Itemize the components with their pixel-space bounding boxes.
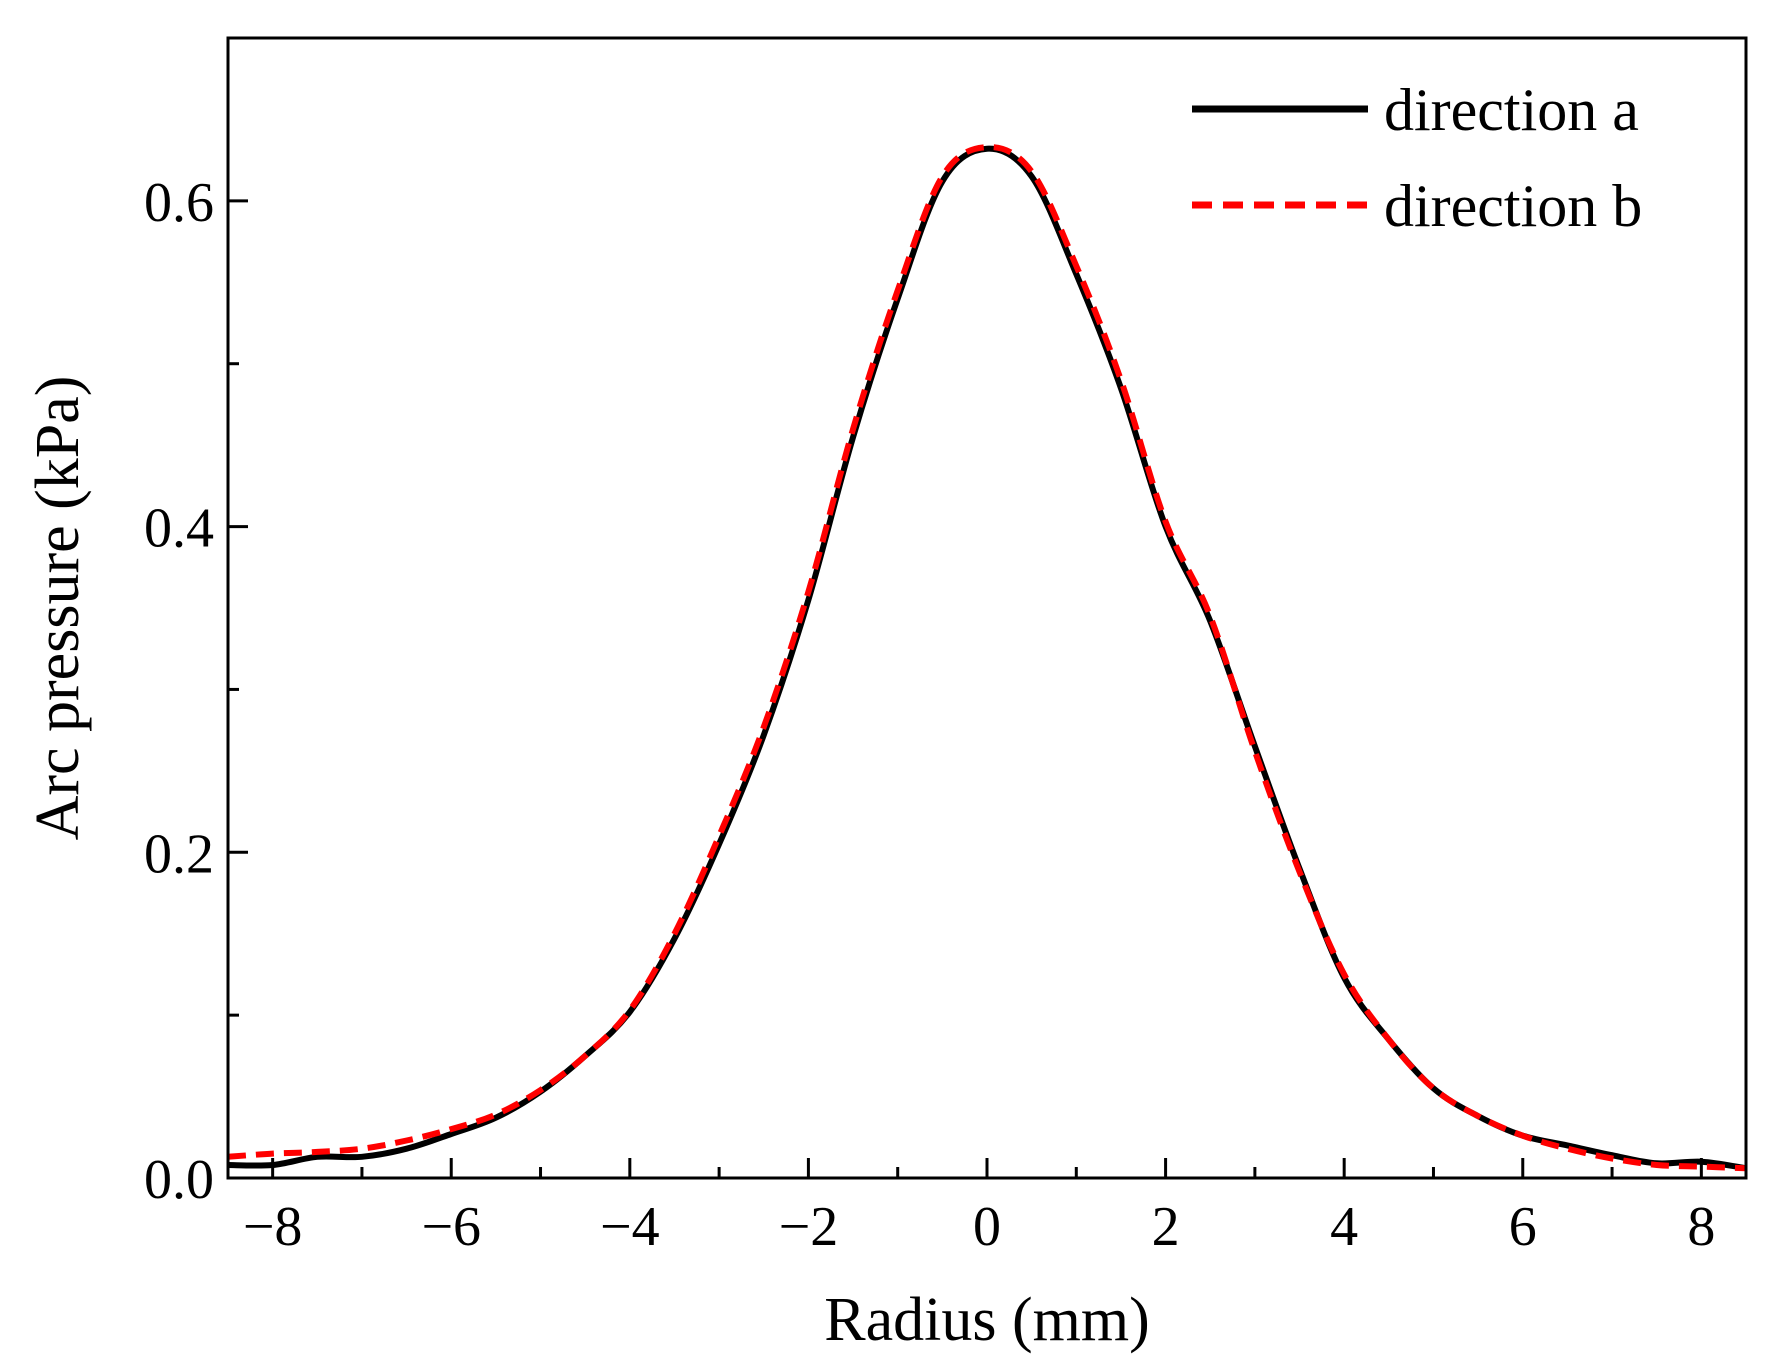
x-tick-label: 0 bbox=[973, 1196, 1001, 1258]
x-tick-label: −8 bbox=[243, 1196, 303, 1258]
y-axis-title: Arc pressure (kPa) bbox=[24, 376, 92, 841]
x-tick-label: 8 bbox=[1687, 1196, 1715, 1258]
y-tick-label: 0.4 bbox=[144, 498, 214, 560]
x-axis-title: Radius (mm) bbox=[824, 1286, 1149, 1354]
legend-label-direction-b: direction b bbox=[1384, 173, 1642, 239]
x-tick-label: −2 bbox=[779, 1196, 839, 1258]
series-line-direction-b bbox=[227, 144, 1747, 1172]
series-line-direction-a bbox=[227, 145, 1747, 1172]
series-layer bbox=[227, 144, 1747, 1172]
x-tick-label: −6 bbox=[421, 1196, 481, 1258]
legend-label-direction-a: direction a bbox=[1384, 77, 1639, 143]
y-tick-label: 0.6 bbox=[144, 172, 214, 234]
y-tick-label: 0.0 bbox=[144, 1149, 214, 1211]
legend: direction a direction b bbox=[1192, 77, 1642, 239]
ticks-layer: −8 −6 −4 −2 0 2 4 6 8 0.0 0.2 0.4 0.6 bbox=[144, 172, 1715, 1258]
x-tick-label: 4 bbox=[1330, 1196, 1358, 1258]
y-tick-label: 0.2 bbox=[144, 823, 214, 885]
x-tick-label: 2 bbox=[1152, 1196, 1180, 1258]
x-tick-label: 6 bbox=[1509, 1196, 1537, 1258]
x-tick-label: −4 bbox=[600, 1196, 660, 1258]
